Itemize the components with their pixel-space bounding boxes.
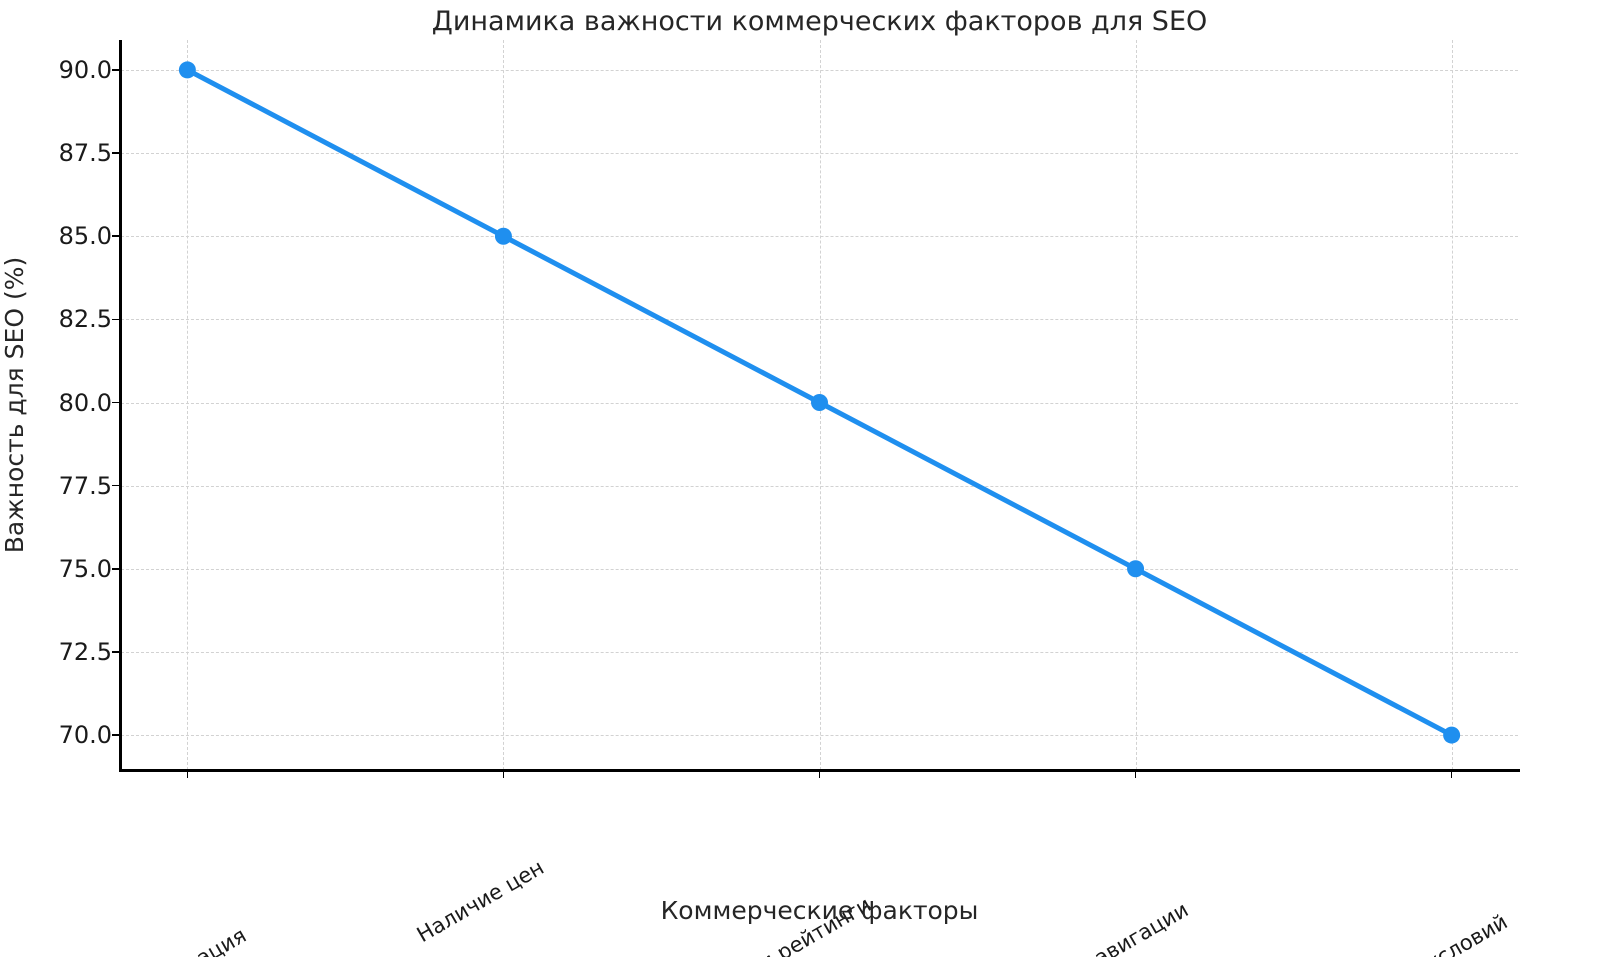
x-tick-mark (1134, 771, 1137, 778)
x-tick-label-text: Контактная информация (0, 923, 251, 957)
y-tick-label: 75.0 (58, 554, 112, 583)
chart-title: Динамика важности коммерческих факторов … (431, 6, 1208, 37)
y-tick-label: 87.5 (58, 139, 112, 168)
gridline-vertical (503, 40, 505, 770)
gridline-vertical (1135, 40, 1137, 770)
x-tick-mark (818, 771, 821, 778)
y-tick-label: 85.0 (58, 222, 112, 251)
y-tick-label: 80.0 (58, 388, 112, 417)
y-tick-mark (112, 152, 119, 154)
y-axis-spine (119, 40, 122, 772)
y-tick-mark (112, 401, 119, 404)
x-tick-mark (186, 771, 189, 778)
y-tick-mark (112, 651, 119, 653)
gridline-vertical (1451, 40, 1453, 770)
y-tick-label: 90.0 (58, 55, 112, 84)
plot-area (121, 40, 1518, 770)
y-tick-mark (112, 484, 119, 487)
y-tick-mark (112, 235, 119, 237)
y-tick-mark (112, 734, 119, 736)
y-tick-label: 82.5 (58, 305, 112, 334)
x-axis-spine (119, 769, 1520, 772)
x-tick-label: Наличие цен (413, 784, 671, 947)
y-tick-label: 70.0 (58, 721, 112, 750)
y-tick-mark (112, 318, 119, 321)
y-axis-label: Важность для SEO (%) (0, 256, 29, 554)
x-tick-label: Отзывы и рейтинги (675, 784, 1063, 957)
x-tick-mark (1450, 771, 1453, 778)
y-tick-label: 77.5 (58, 471, 112, 500)
y-tick-label: 72.5 (58, 637, 112, 666)
gridline-vertical (187, 40, 189, 770)
y-tick-mark (112, 69, 119, 71)
x-tick-mark (502, 771, 505, 778)
gridline-vertical (819, 40, 821, 770)
x-axis-label: Коммерческие факторы (660, 896, 979, 925)
y-tick-mark (112, 567, 119, 570)
